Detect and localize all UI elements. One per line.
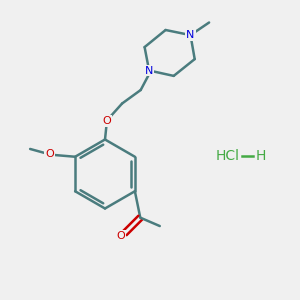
Text: O: O: [117, 231, 125, 241]
Text: O: O: [102, 116, 111, 126]
Text: N: N: [145, 65, 153, 76]
Text: N: N: [186, 30, 195, 40]
Text: O: O: [45, 149, 54, 159]
Text: H: H: [256, 149, 266, 163]
Text: N: N: [145, 65, 153, 76]
Text: HCl: HCl: [216, 149, 240, 163]
